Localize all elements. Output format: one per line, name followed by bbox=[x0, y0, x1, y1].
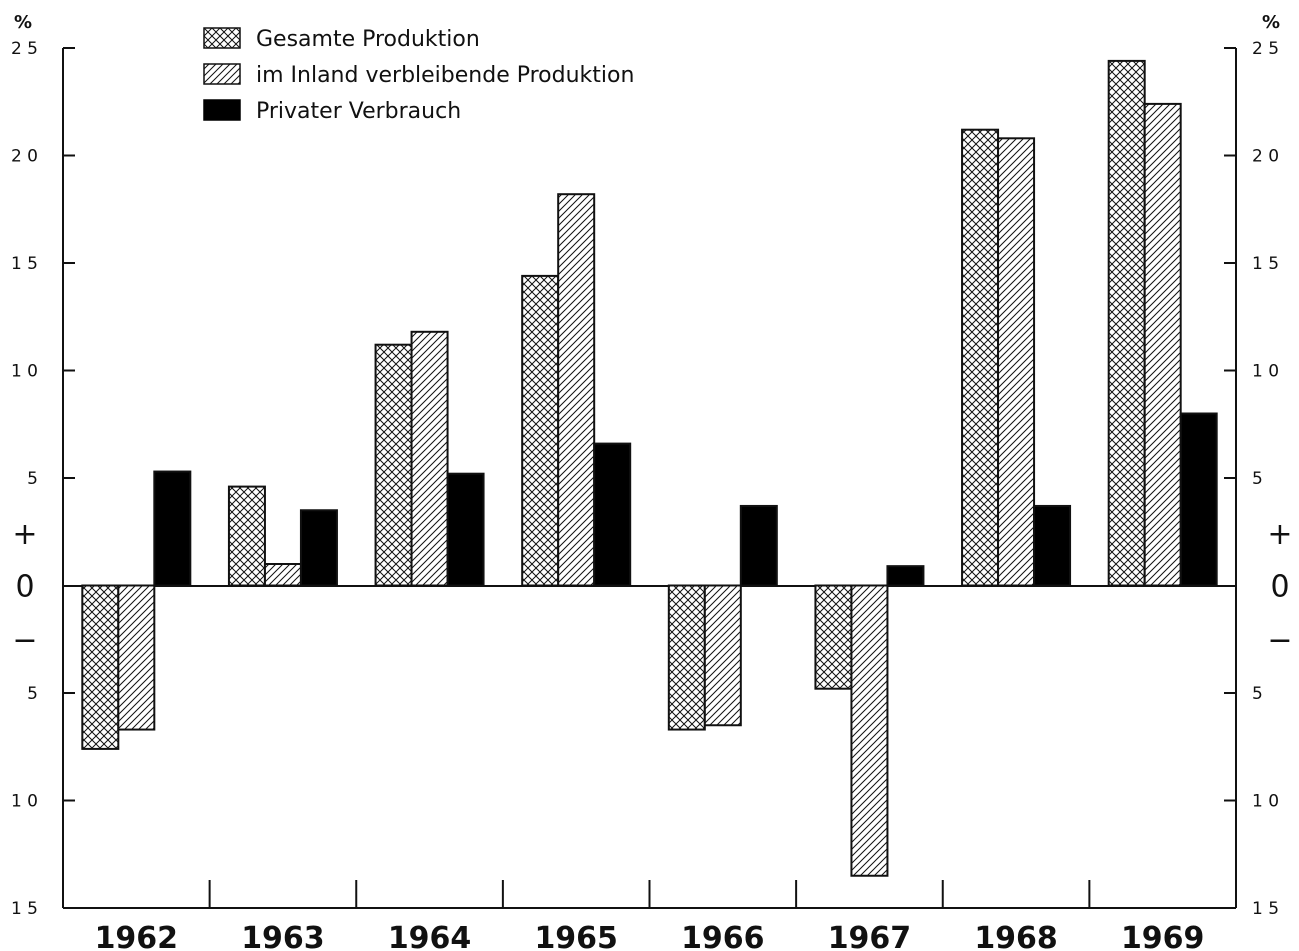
negative-sign-left: − bbox=[12, 623, 37, 658]
bar-1966-2 bbox=[703, 584, 742, 727]
y-tick-label-left: 1 0 bbox=[11, 792, 38, 812]
y-tick-label-right: 2 5 bbox=[1252, 39, 1279, 59]
bar-1967-1 bbox=[814, 584, 853, 690]
legend-label-gesamte-produktion: Gesamte Produktion bbox=[256, 27, 480, 52]
bar-1965-3 bbox=[593, 442, 632, 587]
positive-sign-right: + bbox=[1267, 517, 1292, 552]
x-tick-label-1965: 1965 bbox=[534, 921, 618, 951]
legend-label-privater-verbrauch: Privater Verbrauch bbox=[256, 99, 461, 124]
bar-1968-2 bbox=[997, 137, 1036, 587]
axes bbox=[62, 48, 1237, 909]
y-tick-label-left: 1 0 bbox=[11, 362, 38, 382]
bar-1963-3 bbox=[299, 509, 338, 587]
bar-1962-2 bbox=[117, 584, 156, 731]
y-tick-label-right: 1 5 bbox=[1252, 254, 1279, 274]
x-tick-label-1969: 1969 bbox=[1121, 921, 1205, 951]
y-tick-label-left: 5 bbox=[27, 684, 38, 704]
bar-1967-3 bbox=[886, 565, 925, 587]
negative-sign-right: − bbox=[1267, 623, 1292, 658]
x-tick-label-1968: 1968 bbox=[974, 921, 1058, 951]
legend: Gesamte Produktion im Inland verbleibend… bbox=[203, 27, 634, 124]
y-tick-label-right: 5 bbox=[1252, 684, 1263, 704]
y-tick-label-right: 1 0 bbox=[1252, 792, 1279, 812]
legend-swatch-crosshatch bbox=[203, 27, 241, 49]
y-unit-left: % bbox=[14, 12, 32, 33]
positive-sign-left: + bbox=[12, 517, 37, 552]
bar-1964-3 bbox=[446, 472, 485, 587]
y-tick-label-right: 0 bbox=[1270, 570, 1289, 605]
bars bbox=[81, 59, 1218, 908]
bar-1969-3 bbox=[1179, 412, 1218, 587]
x-tick-label-1964: 1964 bbox=[388, 921, 472, 951]
y-tick-label-right: 5 bbox=[1252, 469, 1263, 489]
y-tick-label-left: 5 bbox=[27, 469, 38, 489]
x-tick-label-1962: 1962 bbox=[95, 921, 179, 951]
bar-1969-2 bbox=[1143, 102, 1182, 587]
bar-1969-1 bbox=[1107, 59, 1146, 587]
bar-1966-1 bbox=[667, 584, 706, 731]
bar-1968-3 bbox=[1033, 504, 1072, 587]
legend-swatch-solid bbox=[203, 99, 241, 121]
y-tick-label-right: 2 0 bbox=[1252, 147, 1279, 167]
legend-swatch-diagonal bbox=[203, 63, 241, 85]
bar-1962-1 bbox=[81, 584, 120, 750]
y-tick-label-left: 2 5 bbox=[11, 39, 38, 59]
bar-1962-3 bbox=[153, 470, 192, 587]
y-unit-right: % bbox=[1262, 12, 1280, 33]
y-tick-label-right: 1 0 bbox=[1252, 362, 1279, 382]
bar-1963-2 bbox=[263, 563, 302, 587]
bar-1967-2 bbox=[850, 584, 889, 877]
legend-label-inland-produktion: im Inland verbleibende Produktion bbox=[256, 63, 634, 88]
y-tick-label-left: 0 bbox=[15, 570, 34, 605]
bar-1964-2 bbox=[410, 330, 449, 587]
y-tick-label-left: 1 5 bbox=[11, 899, 38, 919]
bar-1968-1 bbox=[961, 128, 1000, 587]
y-tick-label-right: 1 5 bbox=[1252, 899, 1279, 919]
bar-1964-1 bbox=[374, 343, 413, 587]
x-tick-labels: 1962 1963 1964 1965 1966 1967 1968 1969 bbox=[95, 921, 1205, 951]
x-tick-label-1967: 1967 bbox=[828, 921, 912, 951]
bar-1965-1 bbox=[521, 274, 560, 587]
y-tick-label-left: 2 0 bbox=[11, 147, 38, 167]
x-tick-label-1963: 1963 bbox=[241, 921, 325, 951]
bar-1963-1 bbox=[227, 485, 266, 587]
bar-1966-3 bbox=[739, 504, 778, 587]
bar-1965-2 bbox=[557, 193, 596, 587]
y-ticks: 2 5 2 5 2 0 2 0 1 5 1 5 1 0 1 0 5 5 0 0 5 5 1 0 1 0 1 5 1… bbox=[11, 39, 1290, 919]
y-tick-label-left: 1 5 bbox=[11, 254, 38, 274]
x-tick-label-1966: 1966 bbox=[681, 921, 765, 951]
